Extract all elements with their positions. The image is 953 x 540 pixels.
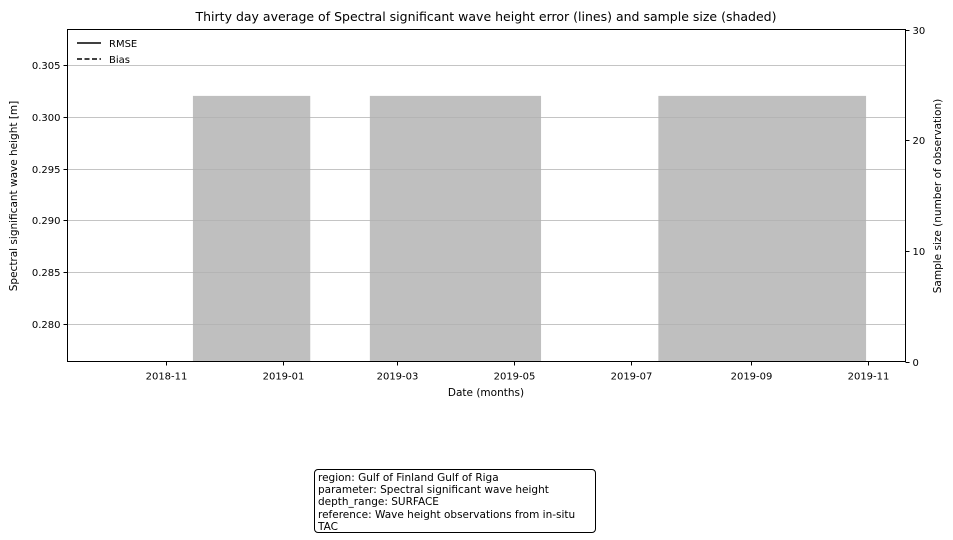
y2-tick-label: 20 bbox=[913, 136, 926, 147]
x-tick-label: 2019-01 bbox=[263, 372, 305, 383]
y2-axis-label: Sample size (number of observation) bbox=[932, 99, 944, 293]
x-tick-label: 2019-11 bbox=[848, 372, 890, 383]
bars-layer bbox=[192, 95, 867, 362]
y-axis-label: Spectral significant wave height [m] bbox=[8, 101, 20, 292]
x-tick-label: 2019-03 bbox=[377, 372, 419, 383]
y-tick-label: 0.290 bbox=[32, 216, 61, 227]
chart-title: Thirty day average of Spectral significa… bbox=[195, 9, 777, 24]
info-depth-range: depth_range: SURFACE bbox=[318, 496, 439, 509]
info-box: region: Gulf of Finland Gulf of Riga par… bbox=[314, 469, 596, 533]
y-axis-ticks: 0.280 0.285 0.290 0.295 0.300 0.305 bbox=[32, 61, 68, 331]
x-tick-label: 2019-07 bbox=[611, 372, 653, 383]
grid-layer bbox=[67, 65, 906, 325]
info-reference: reference: Wave height observations from… bbox=[318, 508, 576, 533]
x-tick-label: 2019-05 bbox=[494, 372, 536, 383]
y-tick-label: 0.300 bbox=[32, 113, 61, 124]
legend-label-rmse: RMSE bbox=[109, 39, 137, 50]
sample-size-bar-3 bbox=[658, 95, 867, 362]
y-tick-label: 0.295 bbox=[32, 165, 61, 176]
sample-size-bar-1 bbox=[192, 95, 311, 362]
x-tick-label: 2019-09 bbox=[731, 372, 773, 383]
info-region: region: Gulf of Finland Gulf of Riga bbox=[318, 472, 499, 484]
x-tick-label: 2018-11 bbox=[146, 372, 188, 383]
y-tick-label: 0.305 bbox=[32, 61, 61, 72]
sample-size-bar-2 bbox=[369, 95, 542, 362]
x-axis-label: Date (months) bbox=[448, 387, 524, 399]
y2-tick-label: 30 bbox=[913, 26, 926, 37]
legend: RMSE Bias bbox=[77, 39, 137, 66]
x-axis-ticks: 2018-11 2019-01 2019-03 2019-05 2019-07 2019-… bbox=[146, 361, 890, 383]
plot-frame bbox=[67, 29, 906, 362]
y2-tick-label: 10 bbox=[913, 247, 926, 258]
y2-tick-label: 0 bbox=[913, 358, 919, 369]
y-tick-label: 0.280 bbox=[32, 320, 61, 331]
y-tick-label: 0.285 bbox=[32, 268, 61, 279]
legend-label-bias: Bias bbox=[109, 55, 130, 66]
y2-axis-ticks: 0 10 20 30 bbox=[905, 26, 926, 369]
info-parameter: parameter: Spectral significant wave hei… bbox=[318, 484, 549, 497]
